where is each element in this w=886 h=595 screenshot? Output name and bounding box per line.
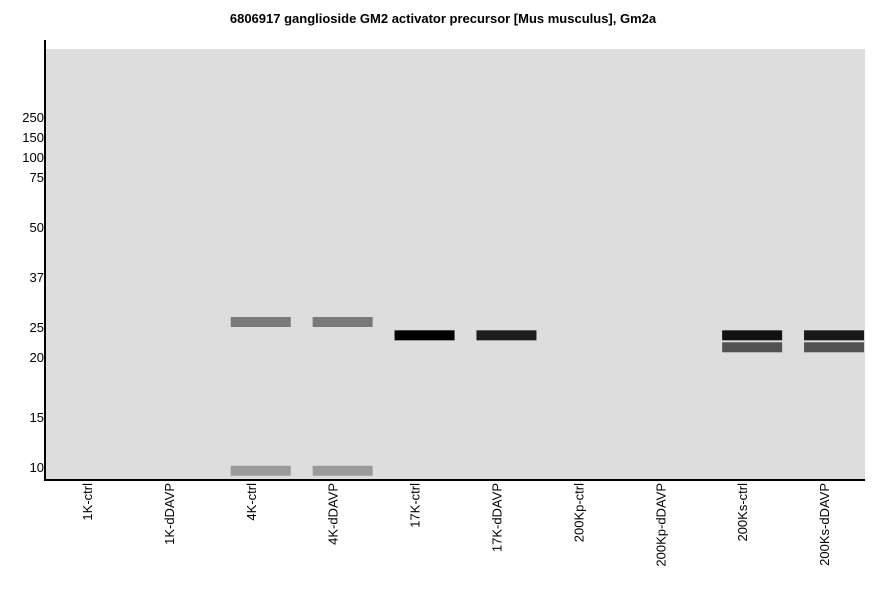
y-tick-layer: 250 150 100 75 50 37 25 20 15 10: [22, 110, 44, 475]
bands-layer: [230, 316, 865, 476]
y-tick-label: 20: [30, 350, 44, 365]
band: [312, 316, 373, 327]
lane-label: 17K-dDAVP: [489, 483, 504, 552]
x-tick-layer: 1K-ctrl 1K-dDAVP 4K-ctrl 4K-dDAVP 17K-ctrl 17…: [80, 483, 832, 567]
y-tick-label: 50: [30, 220, 44, 235]
y-tick-label: 75: [30, 170, 44, 185]
lane-label: 200Kp-ctrl: [571, 483, 586, 542]
band: [476, 330, 537, 341]
band: [722, 330, 783, 341]
chart-title: 6806917 ganglioside GM2 activator precur…: [229, 11, 657, 26]
lane-label: 4K-ctrl: [244, 483, 259, 521]
band: [312, 465, 373, 476]
y-tick-label: 37: [30, 270, 44, 285]
y-tick-label: 25: [30, 320, 44, 335]
band: [394, 330, 455, 341]
lane-label: 17K-ctrl: [408, 483, 423, 528]
y-tick-label: 250: [22, 110, 44, 125]
blot-background: [46, 49, 865, 479]
y-tick-label: 150: [22, 130, 44, 145]
lane-label: 200Ks-ctrl: [735, 483, 750, 542]
lane-label: 1K-dDAVP: [162, 483, 177, 545]
y-tick-label: 10: [30, 460, 44, 475]
lane-label: 4K-dDAVP: [326, 483, 341, 545]
band: [230, 465, 291, 476]
lane-label: 200Kp-dDAVP: [653, 483, 668, 567]
band: [230, 316, 291, 327]
lane-label: 200Ks-dDAVP: [817, 483, 832, 566]
band: [804, 342, 865, 353]
band: [722, 342, 783, 353]
y-tick-label: 100: [22, 150, 44, 165]
lane-label: 1K-ctrl: [80, 483, 95, 521]
band: [804, 330, 865, 341]
y-tick-label: 15: [30, 410, 44, 425]
